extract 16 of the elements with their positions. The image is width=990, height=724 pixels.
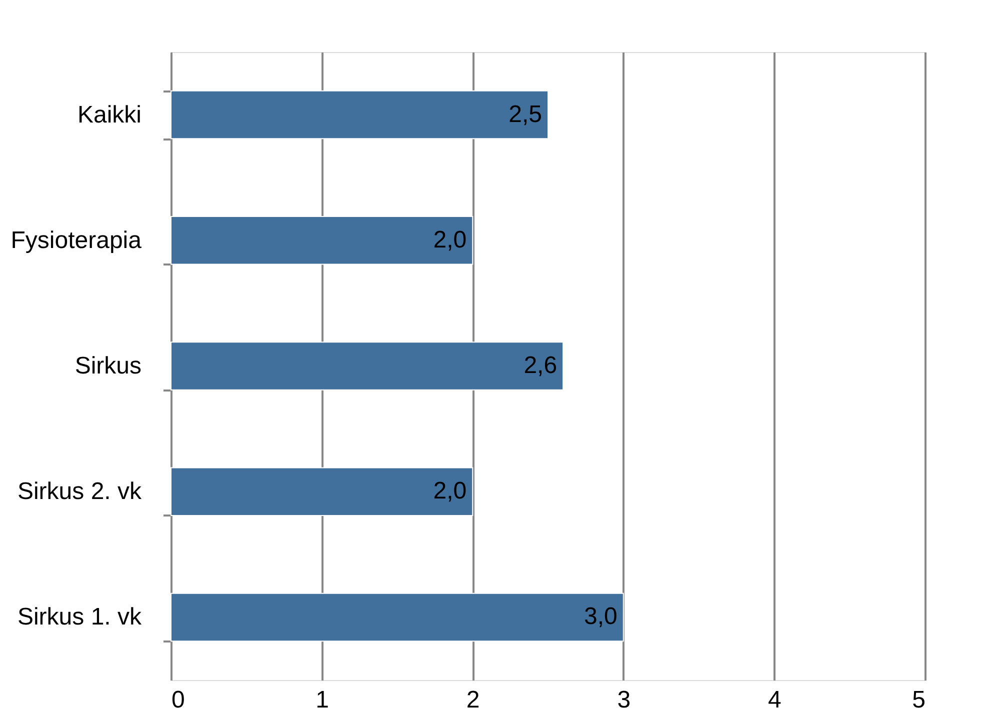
x-tick-label: 0 — [172, 686, 185, 714]
data-label: 3,0 — [584, 603, 618, 630]
y-tick-label: Fysioterapia — [10, 226, 142, 254]
y-tick-label: Sirkus 2. vk — [17, 478, 142, 506]
data-label: 2,0 — [433, 478, 467, 505]
x-tick-label: 3 — [617, 686, 631, 714]
data-label: 2,6 — [524, 352, 558, 379]
x-tick-label: 4 — [768, 686, 782, 714]
data-label: 2,0 — [433, 226, 467, 254]
y-tick-label: Kaikki — [77, 101, 142, 128]
data-label: 2,5 — [508, 100, 542, 128]
y-tick-label: Sirkus — [74, 352, 142, 380]
x-tick-label: 1 — [316, 686, 329, 714]
y-tick-label: Sirkus 1. vk — [17, 604, 142, 631]
x-tick-label: 2 — [466, 686, 480, 714]
x-tick-label: 5 — [912, 686, 926, 714]
